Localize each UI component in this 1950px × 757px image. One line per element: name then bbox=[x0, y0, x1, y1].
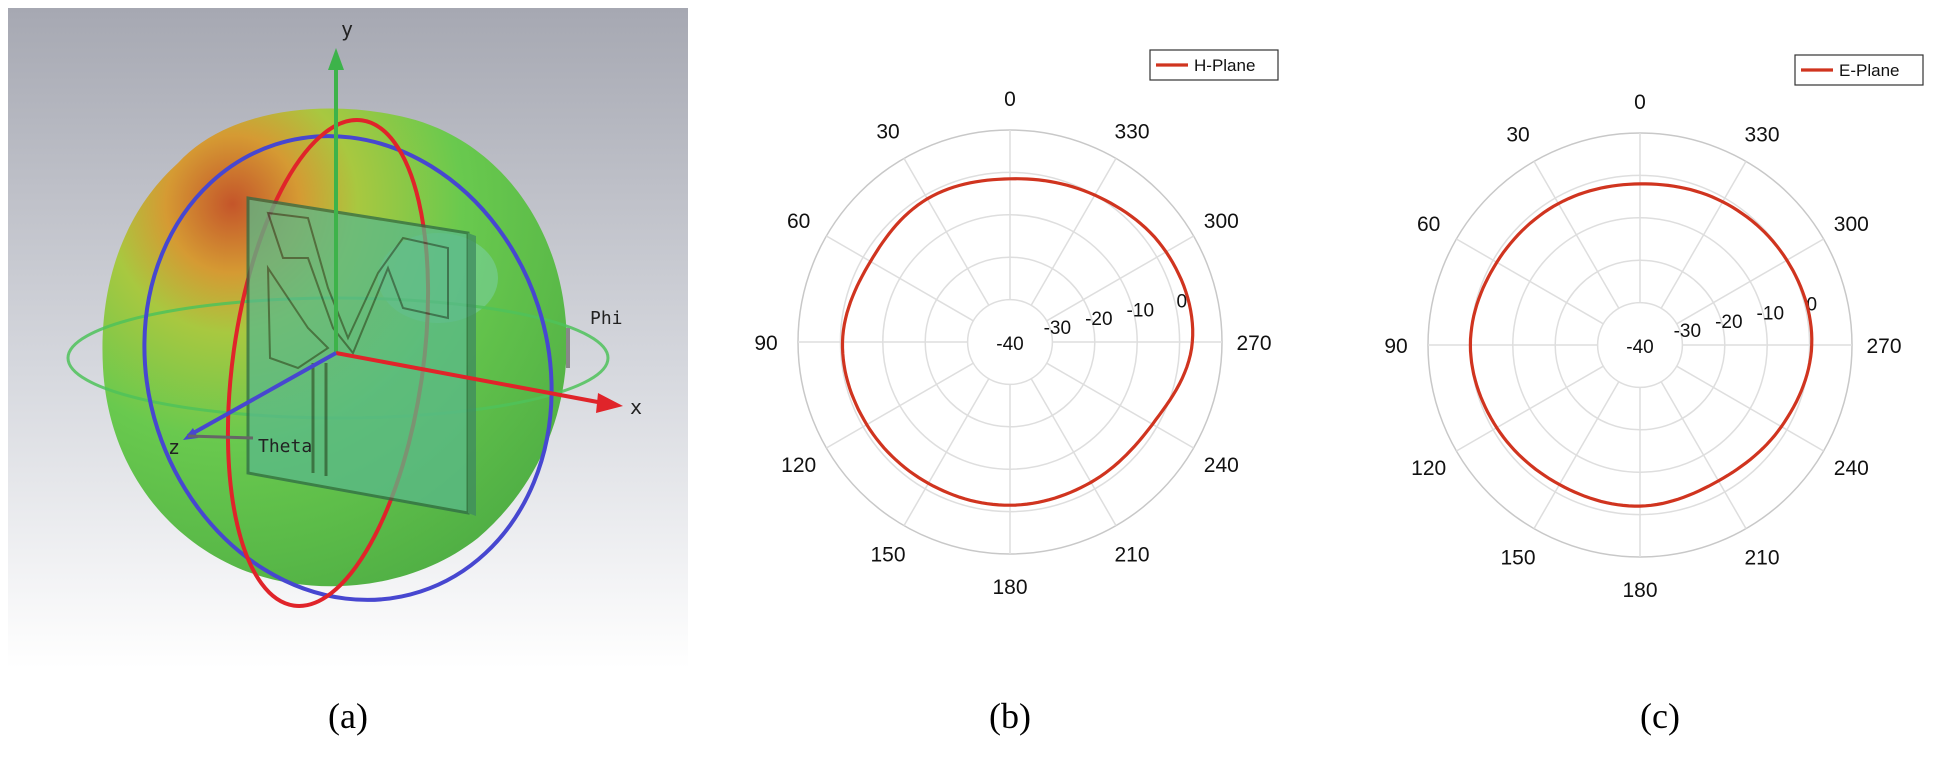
angle-tick-label: 30 bbox=[876, 121, 899, 144]
x-axis bbox=[335, 351, 604, 405]
grid-spoke bbox=[1660, 161, 1747, 309]
angle-tick-label: 0 bbox=[1004, 88, 1016, 111]
z-axis bbox=[187, 351, 337, 438]
grid-spoke bbox=[1660, 381, 1747, 529]
angle-tick-label: 240 bbox=[1834, 457, 1869, 480]
radiation-pattern-3d-svg: y x z Theta Phi bbox=[8, 8, 688, 668]
legend: H-Plane bbox=[1149, 49, 1279, 81]
angle-tick-label: 90 bbox=[1384, 335, 1407, 358]
grid-spoke bbox=[903, 158, 990, 306]
radial-tick-label: -10 bbox=[1127, 300, 1154, 321]
radiation-pattern-3d: y x z Theta Phi bbox=[8, 8, 688, 668]
radial-tick-label: -20 bbox=[1715, 312, 1742, 333]
legend-box bbox=[1149, 49, 1279, 81]
legend-label: E-Plane bbox=[1839, 61, 1899, 80]
angle-tick-label: 150 bbox=[1500, 546, 1535, 569]
grid-spoke bbox=[1676, 365, 1824, 452]
h-plane-polar-svg: 0 30 60 90 120 150 180 210 240 270 300 330 -40 -30 -20… bbox=[754, 49, 1279, 599]
angle-tick-label: 0 bbox=[1634, 91, 1646, 114]
theta-axis bbox=[187, 434, 254, 440]
radial-tick-label: -40 bbox=[1626, 337, 1653, 358]
phi-axis-label: Phi bbox=[590, 308, 623, 329]
angle-tick-label: 270 bbox=[1236, 332, 1271, 355]
angle-tick-label: 60 bbox=[1417, 213, 1440, 236]
grid-spoke bbox=[1030, 378, 1117, 526]
grid-spoke bbox=[903, 378, 990, 526]
angle-tick-label: 240 bbox=[1204, 454, 1239, 477]
angle-tick-label: 330 bbox=[1744, 124, 1779, 147]
grid-spoke bbox=[1676, 238, 1824, 325]
angle-tick-label: 300 bbox=[1204, 210, 1239, 233]
x-axis-arrow-icon bbox=[596, 393, 623, 413]
radial-tick-label: -20 bbox=[1085, 309, 1112, 330]
angle-tick-label: 60 bbox=[787, 210, 810, 233]
angle-tick-label: 180 bbox=[992, 576, 1027, 599]
radial-tick-label: 0 bbox=[1176, 291, 1187, 312]
angle-tick-label: 120 bbox=[1411, 457, 1446, 480]
grid-spoke bbox=[1533, 381, 1620, 529]
pattern-curve bbox=[840, 177, 1195, 507]
y-axis-label: y bbox=[341, 17, 353, 41]
e-plane-polar-svg: 0 30 60 90 120 150 180 210 240 270 300 330 -40 -30 -20… bbox=[1384, 54, 1924, 602]
angle-tick-label: 210 bbox=[1744, 546, 1779, 569]
grid-spoke bbox=[1456, 365, 1604, 452]
grid-spoke bbox=[1030, 158, 1117, 306]
angle-tick-label: 300 bbox=[1834, 213, 1869, 236]
grid-spoke bbox=[826, 235, 974, 322]
z-axis-label: z bbox=[168, 435, 180, 459]
radial-tick-label: -30 bbox=[1044, 318, 1071, 339]
angle-tick-label: 90 bbox=[754, 332, 777, 355]
h-plane-polar-chart: 0 30 60 90 120 150 180 210 240 270 300 330 -40 -30 -20… bbox=[700, 0, 1320, 680]
legend-label: H-Plane bbox=[1194, 56, 1255, 75]
pattern-curve bbox=[1468, 182, 1814, 508]
caption-b: (b) bbox=[989, 696, 1031, 736]
legend: E-Plane bbox=[1794, 54, 1924, 86]
angle-tick-label: 270 bbox=[1866, 335, 1901, 358]
radial-tick-label: -10 bbox=[1757, 303, 1784, 324]
grid-spoke bbox=[826, 362, 974, 449]
y-axis-arrow-icon bbox=[328, 48, 344, 70]
angle-tick-label: 180 bbox=[1622, 579, 1657, 602]
radial-tick-label: -30 bbox=[1674, 321, 1701, 342]
theta-axis-label: Theta bbox=[258, 436, 312, 457]
blue-ring bbox=[142, 134, 554, 602]
grid-spoke bbox=[1533, 161, 1620, 309]
grid-spoke bbox=[1046, 235, 1194, 322]
angle-tick-label: 120 bbox=[781, 454, 816, 477]
caption-a: (a) bbox=[328, 696, 368, 736]
caption-c: (c) bbox=[1640, 696, 1680, 736]
grid-spoke bbox=[1456, 238, 1604, 325]
angle-tick-label: 30 bbox=[1506, 124, 1529, 147]
x-axis-label: x bbox=[630, 395, 642, 419]
angle-tick-label: 330 bbox=[1114, 121, 1149, 144]
radial-tick-label: -40 bbox=[996, 334, 1023, 355]
angle-tick-label: 210 bbox=[1114, 543, 1149, 566]
grid-spoke bbox=[1046, 362, 1194, 449]
e-plane-polar-chart: 0 30 60 90 120 150 180 210 240 270 300 330 -40 -30 -20… bbox=[1340, 0, 1950, 680]
angle-tick-label: 150 bbox=[870, 543, 905, 566]
radial-tick-label: 0 bbox=[1806, 294, 1817, 315]
